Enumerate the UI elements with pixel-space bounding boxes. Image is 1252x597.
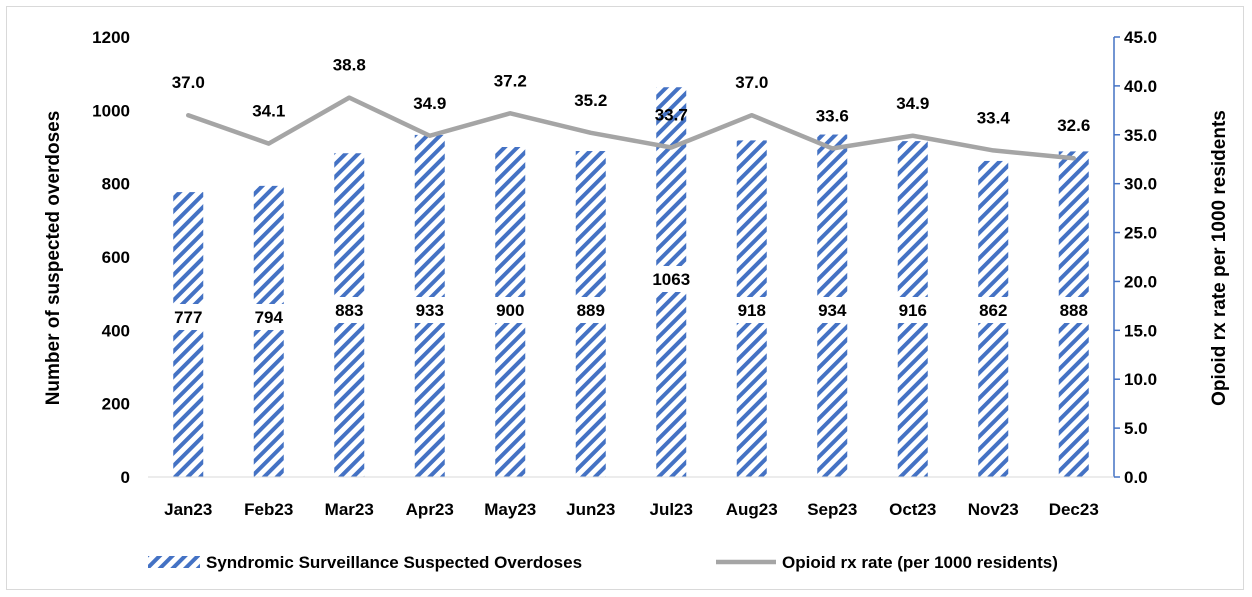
y2-tick-10.0: 10.0 (1124, 370, 1157, 389)
x-tick-Nov23: Nov23 (968, 500, 1019, 519)
x-tick-Oct23: Oct23 (889, 500, 936, 519)
bar-label-Mar23: 883 (335, 301, 363, 320)
x-tick-Aug23: Aug23 (726, 500, 778, 519)
bar-label-bg-Apr23 (409, 297, 451, 323)
x-tick-Feb23: Feb23 (244, 500, 293, 519)
y-tick-800: 800 (102, 175, 130, 194)
y2-tick-20.0: 20.0 (1124, 272, 1157, 291)
x-tick-Jan23: Jan23 (164, 500, 212, 519)
bar-label-Aug23: 918 (738, 301, 766, 320)
bar-label-bg-Aug23 (731, 297, 773, 323)
bar-Jan23 (173, 192, 204, 477)
legend-label-bars: Syndromic Surveillance Suspected Overdos… (206, 553, 582, 572)
y-tick-200: 200 (102, 395, 130, 414)
y-tick-400: 400 (102, 321, 130, 340)
line-label-Dec23: 32.6 (1057, 116, 1090, 135)
y2-axis-title: Opioid rx rate per 1000 residents (1209, 110, 1230, 406)
line-label-Jul23: 33.7 (655, 105, 688, 124)
x-tick-Mar23: Mar23 (325, 500, 374, 519)
bar-label-Sep23: 934 (818, 301, 847, 320)
x-tick-Apr23: Apr23 (406, 500, 454, 519)
x-tick-Jun23: Jun23 (566, 500, 615, 519)
bar-label-Jan23: 777 (174, 308, 202, 327)
bar-label-bg-Feb23 (248, 304, 290, 330)
line-label-Oct23: 34.9 (896, 94, 929, 113)
bar-label-Nov23: 862 (979, 301, 1007, 320)
y2-tick-45.0: 45.0 (1124, 28, 1157, 47)
bar-label-bg-Dec23 (1053, 297, 1095, 323)
bar-Feb23 (253, 185, 284, 477)
bar-label-bg-Jul23 (645, 266, 698, 292)
bar-label-Apr23: 933 (416, 301, 444, 320)
y2-tick-15.0: 15.0 (1124, 321, 1157, 340)
bar-label-bg-Jan23 (167, 304, 209, 330)
bar-label-Oct23: 916 (899, 301, 927, 320)
chart-frame (6, 6, 1244, 590)
bar-label-bg-Mar23 (328, 297, 370, 323)
line-label-Nov23: 33.4 (977, 108, 1011, 127)
line-label-May23: 37.2 (494, 71, 527, 90)
bar-label-Jun23: 889 (577, 301, 605, 320)
bar-label-Jul23: 1063 (652, 270, 690, 289)
bar-label-bg-May23 (489, 297, 531, 323)
y2-tick-25.0: 25.0 (1124, 224, 1157, 243)
y2-tick-0.0: 0.0 (1124, 468, 1148, 487)
line-label-Jun23: 35.2 (574, 91, 607, 110)
line-label-Sep23: 33.6 (816, 106, 849, 125)
y-tick-1000: 1000 (92, 101, 130, 120)
bar-label-bg-Nov23 (972, 297, 1014, 323)
bar-label-Feb23: 794 (255, 308, 284, 327)
y2-tick-40.0: 40.0 (1124, 77, 1157, 96)
bar-label-bg-Sep23 (811, 297, 853, 323)
bar-label-bg-Jun23 (570, 297, 612, 323)
y-tick-600: 600 (102, 248, 130, 267)
x-tick-Dec23: Dec23 (1049, 500, 1099, 519)
y-tick-1200: 1200 (92, 28, 130, 47)
legend-swatch-bars (148, 556, 200, 568)
y2-tick-5.0: 5.0 (1124, 419, 1148, 438)
y2-tick-30.0: 30.0 (1124, 175, 1157, 194)
x-tick-Jul23: Jul23 (650, 500, 693, 519)
line-label-Jan23: 37.0 (172, 73, 205, 92)
line-label-Aug23: 37.0 (735, 73, 768, 92)
x-tick-May23: May23 (484, 500, 536, 519)
bar-label-Dec23: 888 (1060, 301, 1088, 320)
y2-tick-35.0: 35.0 (1124, 126, 1157, 145)
line-label-Mar23: 38.8 (333, 56, 366, 75)
y-axis-title: Number of suspected overdoses (43, 111, 64, 406)
line-label-Feb23: 34.1 (252, 102, 285, 121)
line-label-Apr23: 34.9 (413, 94, 446, 113)
x-tick-Sep23: Sep23 (807, 500, 857, 519)
y-tick-0: 0 (121, 468, 130, 487)
bar-label-bg-Oct23 (892, 297, 934, 323)
bar-label-May23: 900 (496, 301, 524, 320)
line-opioid-rx-rate (186, 95, 1076, 161)
legend-label-line: Opioid rx rate (per 1000 residents) (782, 553, 1058, 572)
